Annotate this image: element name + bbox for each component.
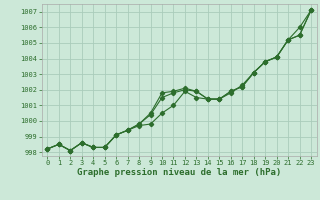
X-axis label: Graphe pression niveau de la mer (hPa): Graphe pression niveau de la mer (hPa)	[77, 168, 281, 177]
